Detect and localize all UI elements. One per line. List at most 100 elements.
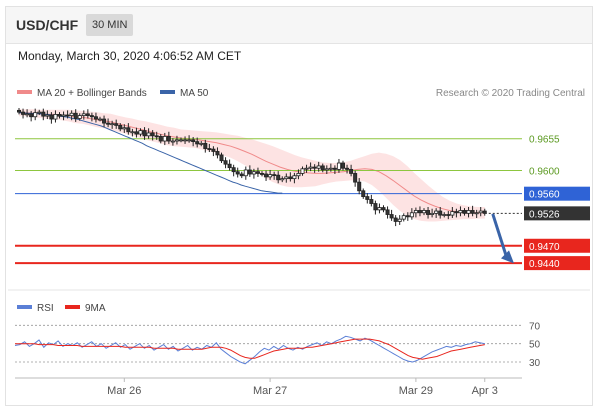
level-label-0.9600: 0.9600 bbox=[529, 167, 560, 178]
candle-body bbox=[296, 173, 301, 177]
candle-body bbox=[340, 162, 345, 169]
candle-body bbox=[98, 118, 103, 121]
chart-datetime: Monday, March 30, 2020 4:06:52 AM CET bbox=[18, 49, 242, 63]
current-price-tag bbox=[524, 206, 590, 221]
candle-body bbox=[158, 136, 163, 142]
rsi-series-9MA bbox=[15, 338, 485, 360]
rsi-tick-label-50: 50 bbox=[529, 340, 541, 351]
candle-body bbox=[183, 139, 188, 142]
level-label-0.9440: 0.9440 bbox=[529, 259, 560, 270]
candle-body bbox=[227, 163, 232, 169]
candle-body bbox=[106, 122, 111, 125]
candle-body bbox=[288, 176, 293, 180]
timeframe-badge[interactable]: 30 MIN bbox=[86, 14, 134, 36]
candle-body bbox=[65, 114, 70, 117]
candle-body bbox=[57, 114, 62, 117]
candle-body bbox=[381, 207, 386, 211]
candle-body bbox=[478, 210, 483, 214]
candle-body bbox=[142, 130, 147, 137]
candle-body bbox=[401, 215, 406, 220]
x-tick-label: Mar 26 bbox=[107, 385, 141, 397]
candle-body bbox=[328, 167, 333, 170]
candle-body bbox=[174, 139, 179, 142]
candle-body bbox=[385, 209, 390, 215]
candle-body bbox=[421, 210, 426, 214]
candle-body bbox=[357, 181, 362, 192]
level-label-0.9560: 0.9560 bbox=[529, 190, 560, 201]
candle-body bbox=[308, 166, 313, 169]
candle-body bbox=[134, 131, 139, 135]
candle-body bbox=[25, 113, 30, 116]
candle-body bbox=[324, 168, 329, 171]
trend-arrow-shaft bbox=[491, 213, 508, 256]
price-legend: MA 20 + Bollinger Bands MA 50 Research ©… bbox=[17, 88, 585, 99]
candle-body bbox=[45, 114, 50, 117]
candle-body bbox=[162, 136, 167, 142]
candle-body bbox=[454, 211, 459, 214]
ma50-legend-label: MA 50 bbox=[180, 88, 209, 99]
candle-body bbox=[239, 173, 244, 177]
rsi-legend-swatch bbox=[17, 305, 32, 309]
candle-body bbox=[373, 203, 378, 211]
candle-body bbox=[126, 127, 131, 133]
candle-body bbox=[300, 168, 305, 174]
candle-body bbox=[53, 114, 58, 120]
candle-body bbox=[369, 199, 374, 204]
candle-body bbox=[430, 212, 435, 215]
candle-body bbox=[69, 112, 74, 116]
rsi-panel: 30 50 70 bbox=[14, 321, 541, 369]
candle-body bbox=[110, 123, 115, 126]
candle-body bbox=[462, 210, 467, 214]
x-axis: Mar 26 Mar 27 Mar 29 Apr 3 bbox=[15, 377, 522, 397]
candle-body bbox=[146, 132, 151, 137]
candle-body bbox=[255, 171, 260, 174]
candle-body bbox=[170, 140, 175, 143]
bb-legend-swatch bbox=[17, 90, 32, 94]
candle-body bbox=[243, 169, 248, 177]
candle-body bbox=[223, 160, 228, 165]
candle-body bbox=[377, 207, 382, 211]
candle-body bbox=[215, 151, 220, 156]
level-label-0.9470: 0.9470 bbox=[529, 242, 560, 253]
bollinger-band bbox=[19, 109, 485, 222]
candle-body bbox=[332, 167, 337, 170]
rsi-tick-label-30: 30 bbox=[529, 358, 541, 369]
candle-body bbox=[345, 167, 350, 170]
candle-body bbox=[235, 171, 240, 175]
candle-body bbox=[446, 214, 451, 216]
candle-body bbox=[361, 190, 366, 197]
candle-body bbox=[93, 116, 98, 120]
candle-body bbox=[33, 112, 38, 118]
x-tick-label: Apr 3 bbox=[472, 385, 498, 397]
level-label-0.9655: 0.9655 bbox=[529, 135, 560, 146]
candle-body bbox=[405, 215, 410, 218]
candle-body bbox=[336, 162, 341, 170]
x-tick-label: Mar 29 bbox=[399, 385, 433, 397]
candle-body bbox=[49, 114, 54, 120]
candle-body bbox=[81, 113, 86, 116]
candle-body bbox=[458, 210, 463, 214]
candle-body bbox=[41, 111, 46, 117]
candle-body bbox=[426, 210, 431, 215]
symbol-label: USD/CHF bbox=[16, 17, 79, 33]
candle-body bbox=[21, 111, 26, 115]
price-panel: 0.9655 0.9600 0.9560 0.9470 0.9440 0.9526 bbox=[15, 108, 590, 271]
rsi-series-RSI bbox=[14, 335, 485, 365]
candle-body bbox=[259, 173, 264, 175]
candle-body bbox=[470, 210, 475, 214]
candle-body bbox=[276, 174, 281, 181]
credit-text: Research © 2020 Trading Central bbox=[436, 88, 585, 99]
candle-body bbox=[264, 173, 269, 178]
rsi-tick-label-70: 70 bbox=[529, 321, 541, 332]
level-tag-0.9470 bbox=[524, 238, 590, 253]
x-tick-label: Mar 27 bbox=[253, 385, 287, 397]
ma50-legend-swatch bbox=[160, 90, 175, 94]
candle-body bbox=[114, 123, 119, 126]
candle-body bbox=[474, 212, 479, 215]
candle-body bbox=[450, 211, 455, 216]
candle-body bbox=[304, 167, 309, 170]
candle-body bbox=[280, 178, 285, 181]
chart-frame: USD/CHF 30 MIN Monday, March 30, 2020 4:… bbox=[5, 6, 593, 406]
candle-body bbox=[417, 210, 422, 214]
candle-body bbox=[409, 212, 414, 218]
